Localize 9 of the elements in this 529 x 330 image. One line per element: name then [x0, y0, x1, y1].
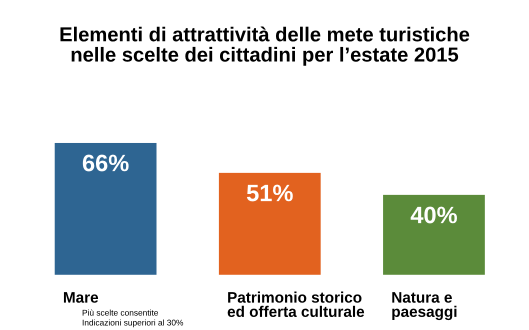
x-tick-label: Mare [64, 292, 98, 303]
text: Indicazioni superiori al 30% [82, 319, 184, 328]
chart-title: Elementi di attrattività delle mete turistiche nelle scelte dei cittadini per l’estate 2015 [60, 26, 470, 66]
data-label: 51% [246, 184, 293, 202]
x-tick-label: Patrimonio storico ed offerta culturale [228, 292, 364, 318]
x-tick-label: Natura e paesaggi [392, 292, 456, 320]
data-label: 40% [410, 206, 457, 224]
data-label: 66% [82, 154, 129, 172]
text: Più scelte consentite [82, 309, 158, 316]
